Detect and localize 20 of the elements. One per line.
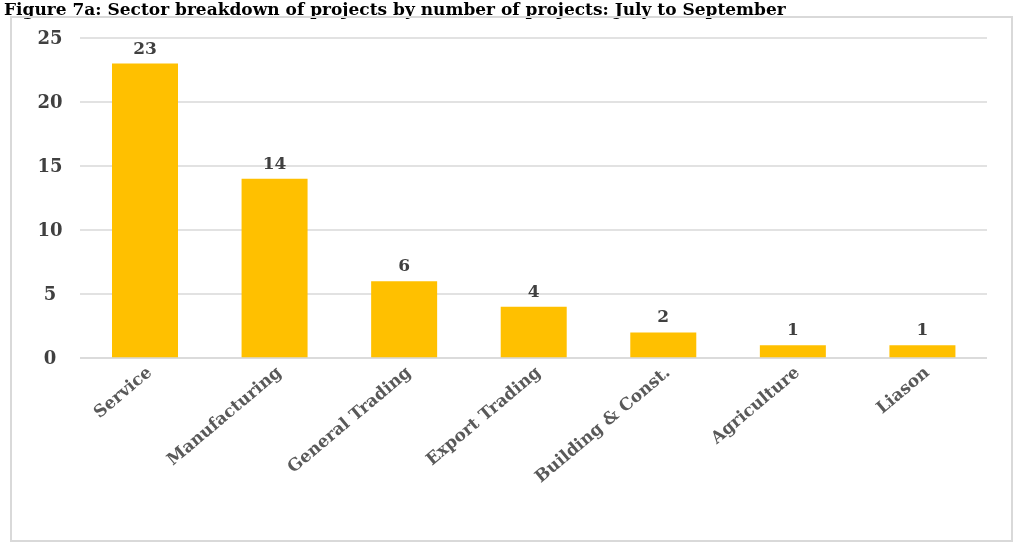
bar xyxy=(500,306,567,358)
y-tick-label: 15 xyxy=(37,155,63,177)
data-label: 2 xyxy=(657,306,670,327)
bar xyxy=(630,332,697,358)
bar xyxy=(371,281,438,358)
bar xyxy=(241,178,308,358)
bar xyxy=(759,345,826,358)
bar xyxy=(889,345,956,358)
data-label: 1 xyxy=(916,319,929,340)
y-tick-label: 0 xyxy=(43,347,57,369)
y-tick-label: 10 xyxy=(37,219,63,241)
data-label: 14 xyxy=(262,152,287,173)
data-label: 6 xyxy=(398,255,411,276)
y-tick-label: 5 xyxy=(43,283,57,305)
y-tick-label: 20 xyxy=(37,91,63,113)
data-label: 1 xyxy=(786,319,799,340)
data-label: 23 xyxy=(133,37,157,58)
y-tick-label: 25 xyxy=(37,27,63,49)
data-label: 4 xyxy=(527,280,540,301)
bar xyxy=(112,63,178,358)
